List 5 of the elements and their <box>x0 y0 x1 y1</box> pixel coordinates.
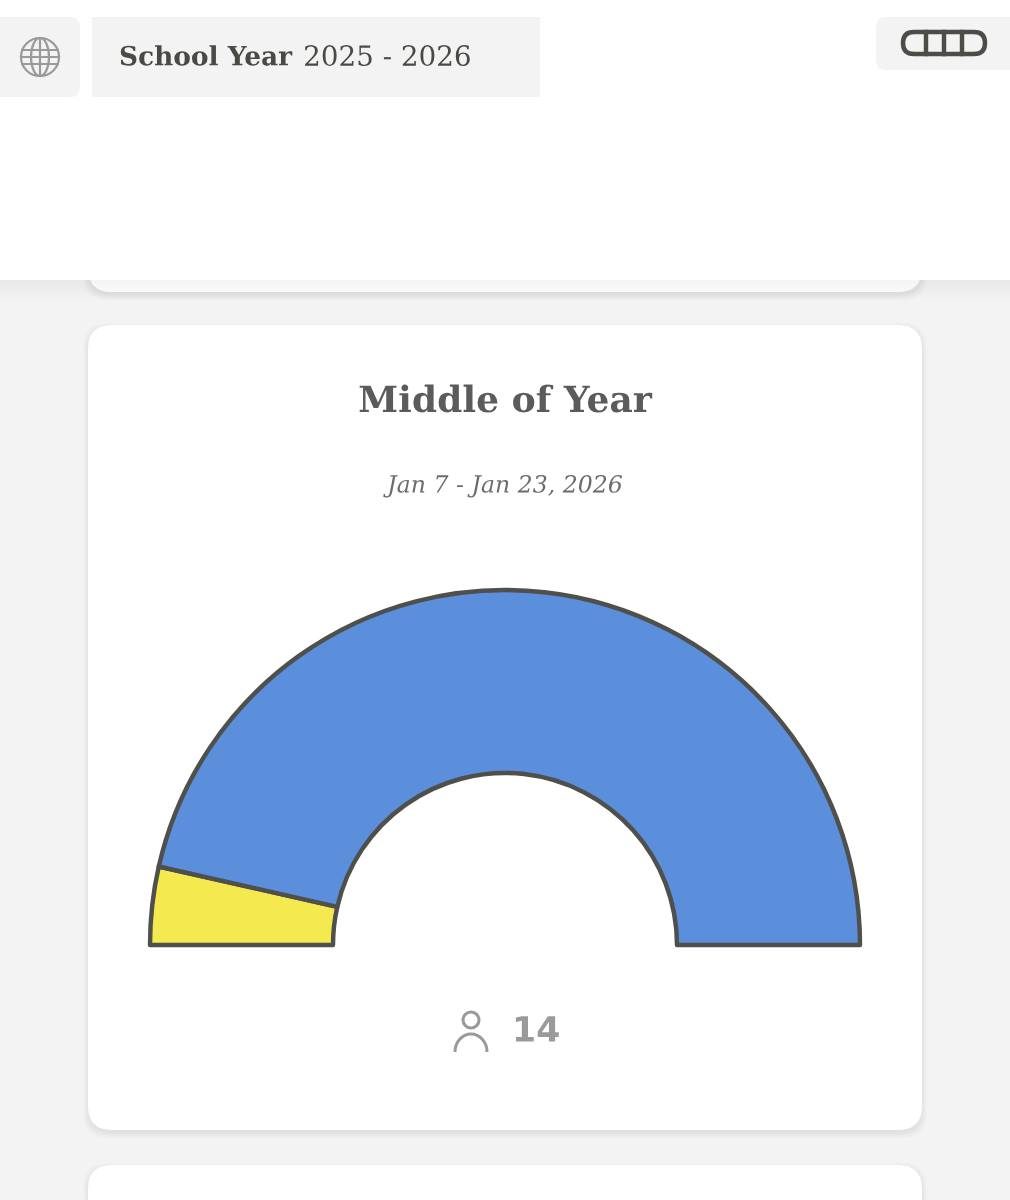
text: School Year <box>120 45 293 66</box>
chart-title: Middle of Year <box>359 384 653 413</box>
chart-subtitle: Jan 7 - Jan 23, 2026 <box>383 474 623 498</box>
text: 14 <box>515 1016 559 1042</box>
text: 2025 - 2026 <box>305 45 470 67</box>
